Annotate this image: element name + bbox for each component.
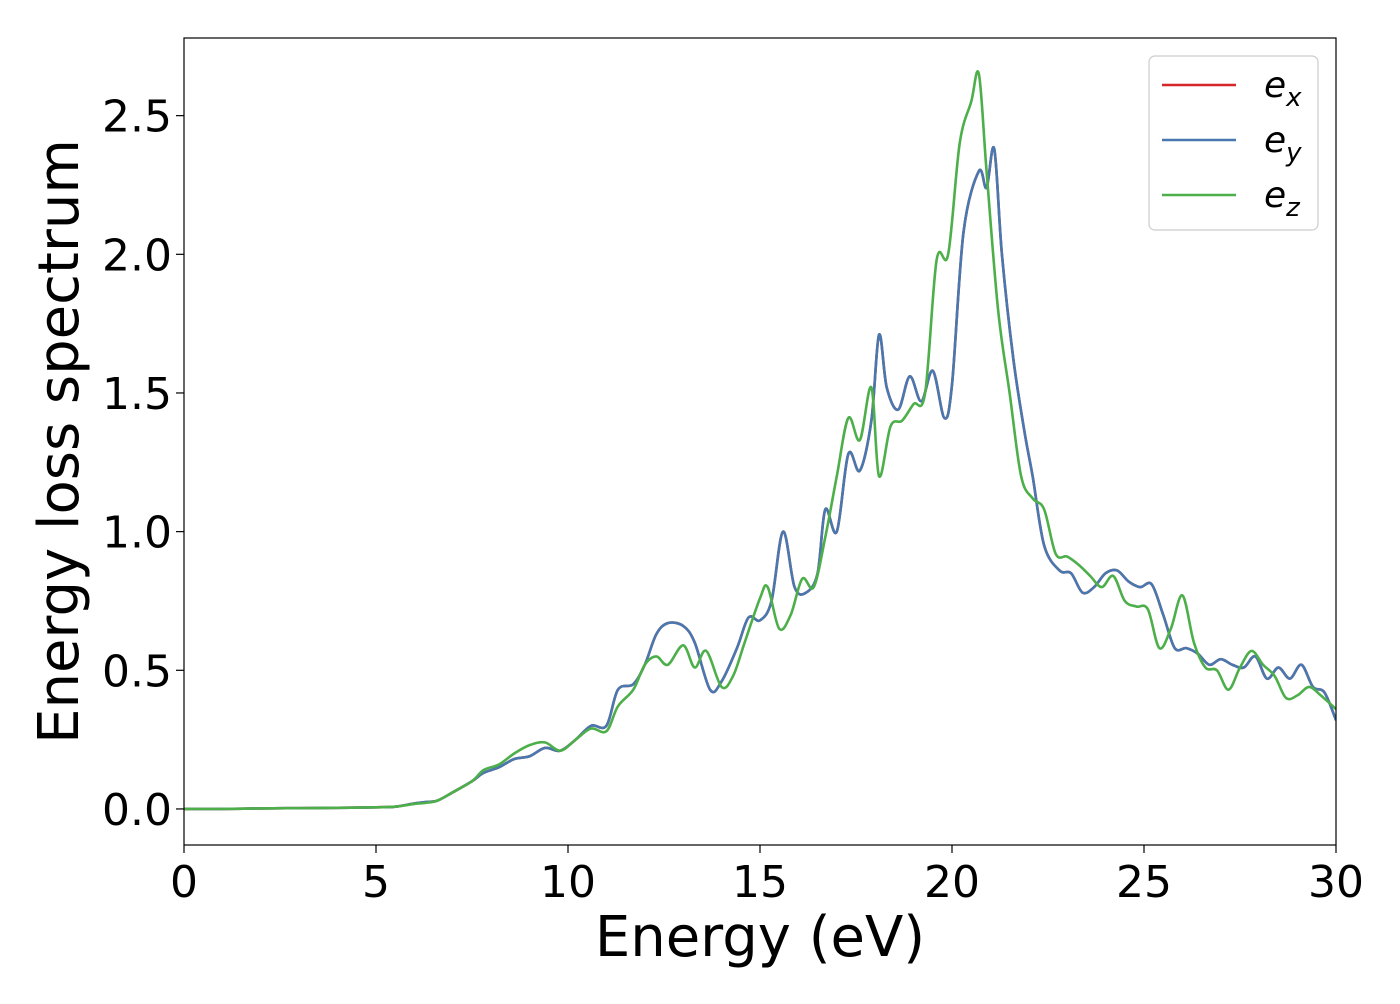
legend-label: ez — [1264, 175, 1301, 223]
y-tick-label: 2.0 — [102, 230, 172, 281]
series-layer — [184, 70, 1336, 811]
x-tick-label: 20 — [924, 857, 980, 908]
x-tick-label: 10 — [540, 857, 596, 908]
y-axis-label: Energy loss spectrum — [27, 139, 92, 744]
series-line-x — [184, 145, 1336, 811]
y-axis-ticks: 0.0 0.5 1.0 1.5 2.0 2.5 — [102, 92, 184, 836]
series-line-z — [184, 70, 1336, 811]
legend-label: ex — [1264, 65, 1302, 113]
x-tick-label: 25 — [1116, 857, 1172, 908]
y-tick-label: 1.5 — [102, 369, 172, 420]
legend-entry-x: ex — [1162, 65, 1302, 113]
x-axis-ticks: 0 5 10 15 20 25 30 — [170, 845, 1364, 908]
legend-entry-y: ey — [1162, 120, 1302, 168]
x-tick-label: 15 — [732, 857, 788, 908]
y-tick-label: 0.5 — [102, 646, 172, 697]
legend-label: ey — [1264, 120, 1302, 168]
legend: ex ey ez — [1148, 55, 1319, 231]
x-tick-label: 5 — [362, 857, 390, 908]
y-tick-label: 0.0 — [102, 785, 172, 836]
legend-entry-z: ez — [1162, 175, 1301, 223]
x-tick-label: 0 — [170, 857, 198, 908]
x-axis-label: Energy (eV) — [595, 905, 925, 970]
series-line-y — [184, 145, 1336, 811]
y-tick-label: 2.5 — [102, 92, 172, 143]
y-tick-label: 1.0 — [102, 508, 172, 559]
legend-frame — [1148, 55, 1319, 231]
x-tick-label: 30 — [1308, 857, 1364, 908]
